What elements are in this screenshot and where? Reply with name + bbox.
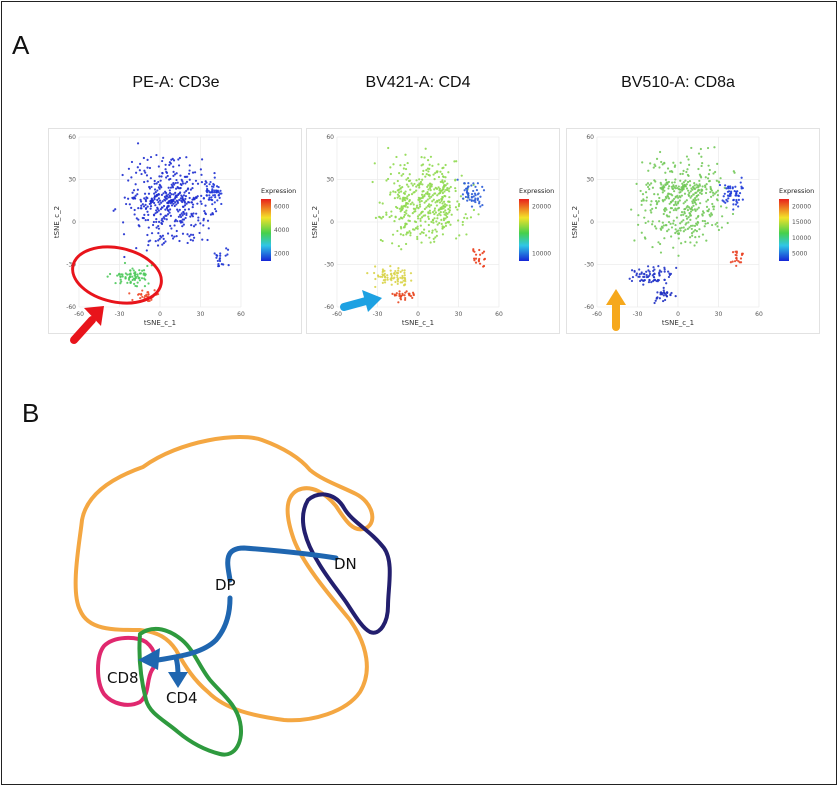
legend-color-bar: [261, 199, 271, 261]
panel-a-letter: A: [12, 30, 30, 60]
dn-outline: [301, 492, 392, 635]
legend-tick-label: 10000: [792, 235, 811, 242]
legend-tick-label: 5000: [792, 251, 807, 258]
legend-title: Expression: [519, 187, 554, 195]
y-tick-label: 60: [586, 134, 594, 141]
x-tick-label: -30: [373, 311, 383, 318]
y-tick-label: -30: [324, 262, 334, 269]
x-tick-label: 60: [237, 311, 245, 318]
label-dp: DP: [215, 576, 236, 594]
y-tick-label: -30: [66, 262, 76, 269]
cd8-outline: [96, 635, 158, 707]
x-tick-label: 60: [755, 311, 763, 318]
x-tick-label: -30: [115, 311, 125, 318]
y-tick-label: 60: [68, 134, 76, 141]
y-tick-label: 0: [590, 219, 594, 226]
y-tick-label: 30: [326, 177, 334, 184]
y-tick-label: -60: [324, 304, 334, 311]
x-tick-label: -30: [633, 311, 643, 318]
dp-outline: [73, 435, 375, 723]
label-cd4: CD4: [166, 689, 198, 707]
legend-tick-label: 10000: [532, 251, 551, 258]
cd4-outline: [137, 626, 243, 757]
y-axis-label: tSNE_c_2: [571, 206, 579, 238]
x-axis-label: tSNE_c_1: [144, 319, 176, 327]
x-tick-label: 0: [416, 311, 420, 318]
legend-tick-label: 2000: [274, 251, 289, 258]
y-axis-label: tSNE_c_2: [53, 206, 61, 238]
y-tick-label: 0: [72, 219, 76, 226]
tsne-plot-cd8a-svg: -60 -30 0 30 60 60 30 0 -30 -60 tSNE_c_1 tSNE_c_2 Ex…: [571, 134, 814, 327]
y-tick-label: 30: [68, 177, 76, 184]
plot-title-cd4: BV421-A: CD4: [365, 74, 471, 91]
tsne-plot-cd3e-svg: -60 -30 0 30 60 60 30 0 -30 -60 tSNE_c_1 tSNE_c_2 Ex…: [53, 134, 296, 327]
y-axis-label: tSNE_c_2: [311, 206, 319, 238]
x-axis-label: tSNE_c_1: [662, 319, 694, 327]
legend-tick-label: 6000: [274, 203, 289, 210]
legend-title: Expression: [261, 187, 296, 195]
legend-color-bar: [519, 199, 529, 261]
x-tick-label: 0: [676, 311, 680, 318]
legend-tick-label: 20000: [532, 203, 551, 210]
legend-color-bar: [779, 199, 789, 261]
y-tick-label: -60: [66, 304, 76, 311]
y-tick-label: -60: [584, 304, 594, 311]
x-tick-label: 0: [158, 311, 162, 318]
plot-title-cd8a: BV510-A: CD8a: [621, 74, 735, 91]
x-tick-label: 60: [495, 311, 503, 318]
x-tick-label: -60: [74, 311, 84, 318]
panel-b-letter: B: [22, 398, 40, 428]
x-tick-label: -60: [592, 311, 602, 318]
cd4-arrowhead: [168, 672, 188, 688]
x-tick-label: 30: [197, 311, 205, 318]
y-tick-label: 60: [326, 134, 334, 141]
x-axis-label: tSNE_c_1: [402, 319, 434, 327]
cd8-arrowhead: [138, 648, 160, 670]
legend-tick-label: 15000: [792, 219, 811, 226]
tsne-plot-cd4-svg: -60 -30 0 30 60 60 30 0 -30 -60 tSNE_c_1 tSNE_c_2 Ex…: [311, 134, 554, 327]
label-cd8: CD8: [107, 669, 139, 687]
differentiation-arrow-path: [155, 545, 339, 663]
y-tick-label: -30: [584, 262, 594, 269]
x-tick-label: 30: [715, 311, 723, 318]
x-tick-label: -60: [332, 311, 342, 318]
x-tick-label: 30: [455, 311, 463, 318]
y-tick-label: 30: [586, 177, 594, 184]
highlight-ellipse: [71, 245, 163, 305]
legend-tick-label: 4000: [274, 227, 289, 234]
plot-title-cd3e: PE-A: CD3e: [132, 74, 220, 91]
legend-title: Expression: [779, 187, 814, 195]
label-dn: DN: [334, 555, 357, 573]
y-tick-label: 0: [330, 219, 334, 226]
tsne-plot-cd3e: -60 -30 0 30 60 60 30 0 -30 -60 tSNE_c_1 tSNE_c_2 Ex…: [48, 128, 302, 334]
legend-tick-label: 20000: [792, 203, 811, 210]
